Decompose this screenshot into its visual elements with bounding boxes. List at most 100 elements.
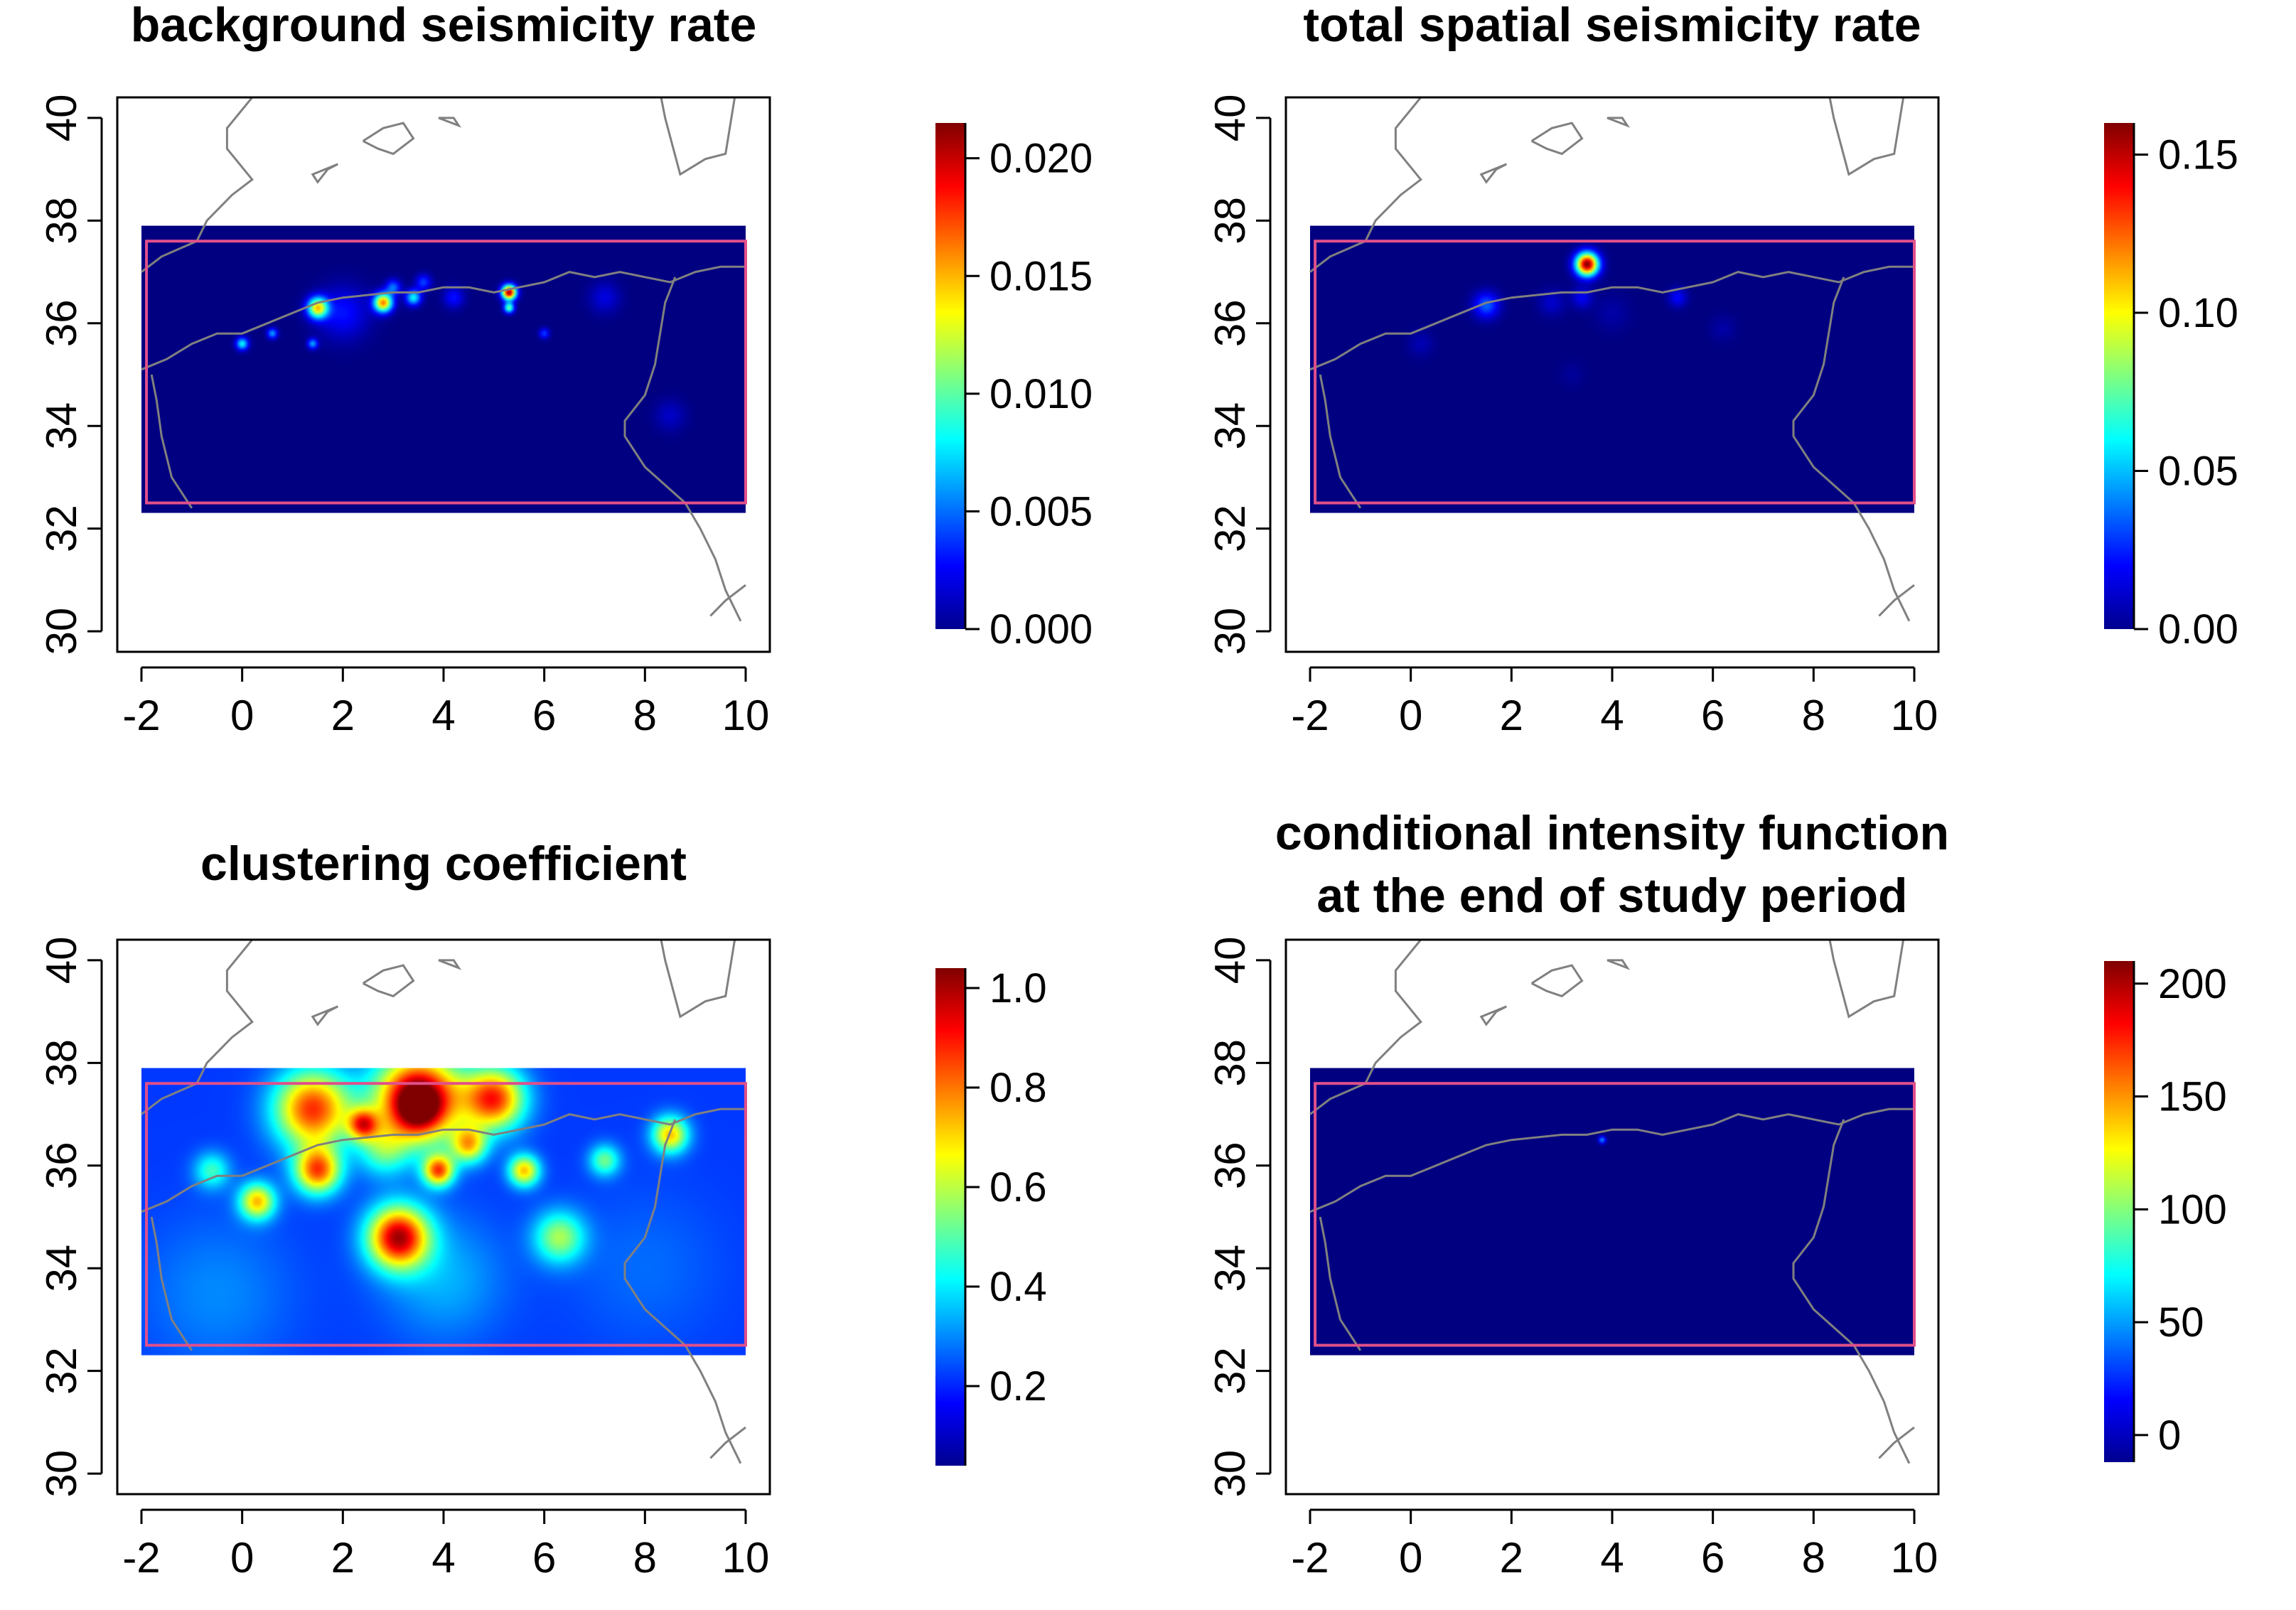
coastline xyxy=(1792,1119,1911,1464)
island xyxy=(1606,117,1631,128)
colorbar-tick-label: 0.015 xyxy=(989,253,1093,299)
colorbar-tick-label: 0 xyxy=(2158,1412,2181,1459)
y-tick-label: 36 xyxy=(38,299,85,347)
x-tick-label: -2 xyxy=(122,692,160,739)
study-region xyxy=(145,240,748,505)
heatmap-raster xyxy=(1310,1068,1914,1356)
island xyxy=(1606,959,1631,970)
island xyxy=(311,1005,338,1026)
island xyxy=(1479,163,1507,184)
coastlines xyxy=(1309,97,1915,622)
x-tick-label: 6 xyxy=(532,1534,556,1582)
panel-bg: background seismicity rate -2 0 2 4 6 8 10 30 32 3… xyxy=(38,0,1093,739)
x-tick-label: 2 xyxy=(1500,692,1523,739)
coastline xyxy=(623,1119,742,1464)
y-tick-label: 40 xyxy=(1206,95,1254,142)
y-tick-label: 32 xyxy=(1206,1347,1254,1395)
colorbar-tick-label: 0.000 xyxy=(989,606,1093,653)
island xyxy=(438,117,462,128)
y-tick-label: 32 xyxy=(38,1347,85,1395)
study-region xyxy=(145,1082,748,1347)
y-tick-label: 40 xyxy=(1206,937,1254,984)
coastline xyxy=(141,1107,746,1213)
x-tick-label: 2 xyxy=(331,1534,355,1582)
coastline xyxy=(1309,265,1914,371)
colorbar-tick-label: 0.6 xyxy=(989,1164,1047,1211)
island xyxy=(1479,1005,1507,1026)
x-tick-label: 10 xyxy=(1891,1534,1938,1582)
colorbar-tick-label: 0.005 xyxy=(989,488,1093,535)
x-tick-label: 0 xyxy=(230,1534,254,1582)
coastline xyxy=(660,97,736,176)
x-tick-label: 0 xyxy=(1399,692,1422,739)
coastline xyxy=(660,940,736,1019)
y-tick-label: 30 xyxy=(1206,1450,1254,1498)
chart-title: background seismicity rate xyxy=(131,0,757,52)
panel-cluster: clustering coefficient -2 0 2 4 6 8 10 30 32 34 36 3… xyxy=(38,837,1047,1582)
y-tick-label: 36 xyxy=(1206,1142,1254,1189)
x-tick-label: 2 xyxy=(331,692,355,739)
coastline xyxy=(1319,374,1362,509)
study-region xyxy=(1314,240,1916,505)
y-tick-label: 30 xyxy=(38,1450,85,1498)
x-tick-label: 10 xyxy=(1891,692,1938,739)
island xyxy=(1530,122,1584,156)
panel-total: total spatial seismicity rate -2 0 2 4 6 8 10 30… xyxy=(1206,0,2238,739)
heatmap-raster xyxy=(141,225,746,513)
x-tick-label: 0 xyxy=(1399,1534,1422,1582)
coastline xyxy=(1309,940,1422,1115)
plot-frame xyxy=(1284,938,1940,1496)
y-tick-label: 34 xyxy=(38,1245,85,1292)
x-tick-label: 8 xyxy=(633,1534,657,1582)
x-tick-label: 4 xyxy=(431,1534,455,1582)
colorbar-tick-label: 0.010 xyxy=(989,371,1093,417)
y-tick-label: 34 xyxy=(1206,402,1254,450)
heatmap-raster xyxy=(141,1068,746,1356)
colorbar xyxy=(935,123,965,629)
island xyxy=(362,122,415,156)
x-tick-label: 10 xyxy=(722,692,770,739)
x-tick-label: 4 xyxy=(1600,1534,1624,1582)
x-tick-label: 2 xyxy=(1500,1534,1523,1582)
x-tick-label: 8 xyxy=(1802,1534,1825,1582)
y-tick-label: 36 xyxy=(38,1142,85,1189)
colorbar-tick-label: 50 xyxy=(2158,1299,2204,1346)
y-tick-label: 40 xyxy=(38,95,85,142)
island xyxy=(311,163,338,184)
x-tick-label: 10 xyxy=(722,1534,770,1582)
y-tick-label: 36 xyxy=(1206,299,1254,347)
coastline xyxy=(1828,97,1905,176)
colorbar-tick-label: 150 xyxy=(2158,1074,2227,1120)
colorbar-tick-label: 1.0 xyxy=(989,965,1047,1011)
x-tick-label: -2 xyxy=(122,1534,160,1582)
y-tick-label: 38 xyxy=(38,197,85,245)
island xyxy=(362,964,415,998)
coastline xyxy=(141,97,254,273)
x-tick-label: 8 xyxy=(1802,692,1825,739)
y-tick-label: 40 xyxy=(38,937,85,984)
y-tick-label: 38 xyxy=(38,1039,85,1087)
x-tick-label: -2 xyxy=(1291,692,1329,739)
coastline xyxy=(1309,97,1422,273)
coastline xyxy=(1878,584,1915,617)
y-tick-label: 38 xyxy=(1206,197,1254,245)
coastline xyxy=(1309,1107,1914,1213)
island xyxy=(438,959,462,970)
colorbar-tick-label: 0.05 xyxy=(2158,449,2238,495)
heatmap-raster xyxy=(1310,225,1914,513)
coastline xyxy=(150,374,193,509)
panel-cif: conditional intensity function at the end… xyxy=(1206,806,2227,1582)
colorbar-tick-label: 0.4 xyxy=(989,1264,1047,1310)
colorbar-tick-label: 100 xyxy=(2158,1186,2227,1233)
y-tick-label: 38 xyxy=(1206,1039,1254,1087)
coastline xyxy=(141,940,254,1115)
x-tick-label: 8 xyxy=(633,692,657,739)
study-region xyxy=(1314,1082,1916,1347)
coastline xyxy=(623,277,742,622)
coastlines xyxy=(141,940,746,1464)
coastline xyxy=(709,584,746,617)
chart-title: clustering coefficient xyxy=(200,837,687,891)
colorbar-tick-label: 0.2 xyxy=(989,1363,1047,1410)
coastline xyxy=(141,265,746,371)
x-tick-label: 6 xyxy=(1701,692,1724,739)
